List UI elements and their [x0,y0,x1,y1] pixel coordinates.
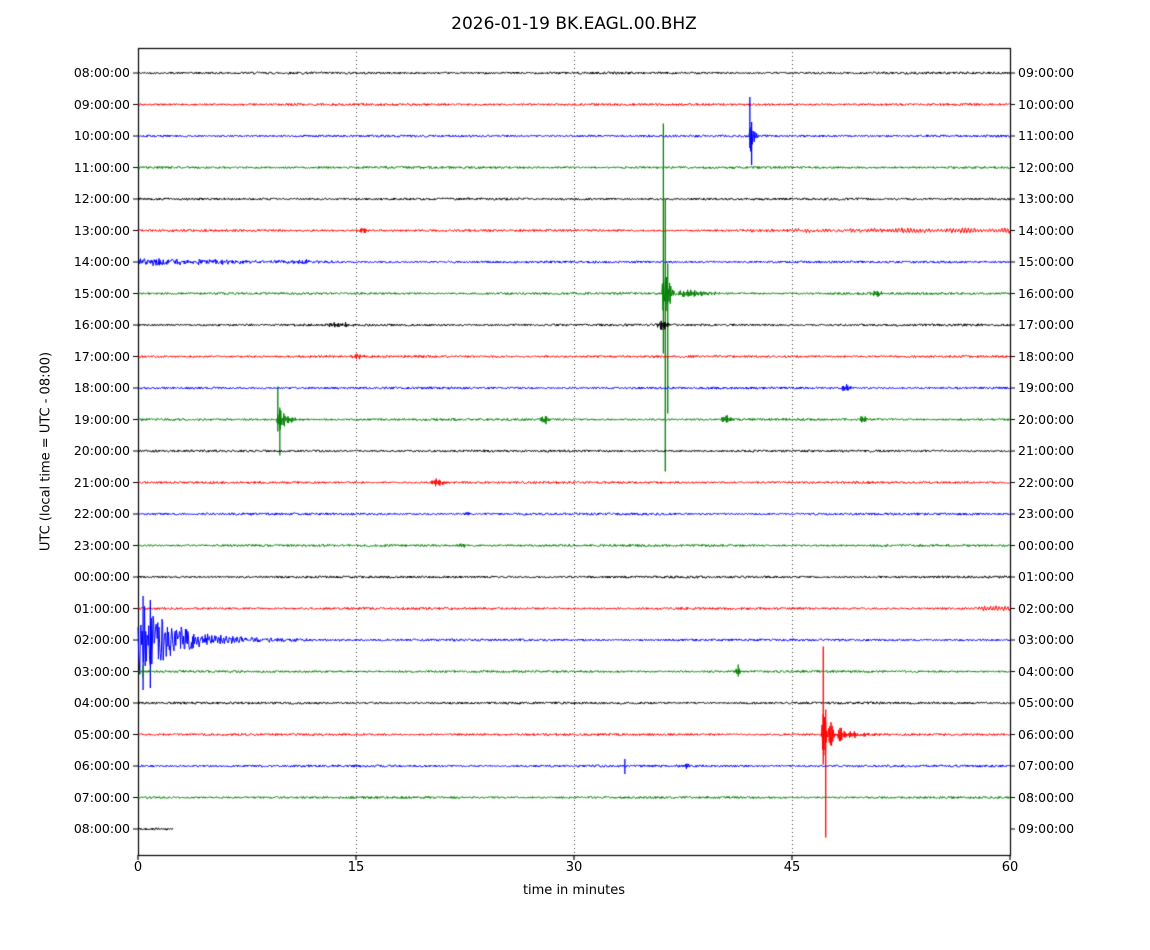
right-time-label: 07:00:00 [1018,758,1075,773]
x-axis-label: time in minutes [522,883,626,898]
right-time-label: 20:00:00 [1018,411,1075,427]
left-time-label: 19:00:00 [73,411,130,427]
right-time-label: 18:00:00 [1018,348,1075,364]
left-time-label: 00:00:00 [73,569,130,584]
right-time-label: 23:00:00 [1018,506,1075,521]
right-time-label: 21:00:00 [1018,443,1075,458]
left-time-label: 17:00:00 [73,348,130,364]
x-tick-label: 0 [133,860,143,875]
x-tick-label: 15 [347,860,365,875]
right-time-label: 05:00:00 [1018,695,1075,710]
left-time-label: 18:00:00 [73,380,130,395]
right-time-label: 09:00:00 [1018,65,1075,80]
left-time-label: 02:00:00 [73,632,130,647]
y-axis-label: UTC (local time = UTC - 08:00) [38,351,54,552]
right-time-label: 03:00:00 [1018,632,1075,647]
left-time-label: 07:00:00 [73,789,130,805]
right-time-label: 06:00:00 [1018,726,1075,742]
left-time-label: 08:00:00 [73,65,130,80]
left-time-label: 12:00:00 [73,191,130,206]
right-time-label: 15:00:00 [1018,254,1075,269]
left-time-label: 01:00:00 [73,600,130,616]
right-time-label: 16:00:00 [1018,285,1075,301]
right-time-label: 00:00:00 [1018,537,1075,553]
right-time-label: 14:00:00 [1018,222,1075,238]
right-time-label: 17:00:00 [1018,317,1075,332]
left-time-label: 21:00:00 [73,474,130,490]
left-time-label: 06:00:00 [73,758,130,773]
left-time-label: 05:00:00 [73,726,130,742]
left-time-label: 11:00:00 [73,159,130,175]
right-time-label: 04:00:00 [1018,663,1075,679]
right-time-label: 01:00:00 [1018,569,1075,584]
left-time-label: 10:00:00 [73,128,130,143]
left-time-label: 14:00:00 [73,254,130,269]
left-time-label: 15:00:00 [73,285,130,301]
right-time-label: 22:00:00 [1018,474,1075,490]
left-time-label: 20:00:00 [73,443,130,458]
left-time-label: 04:00:00 [73,695,130,710]
x-tick-label: 45 [783,860,801,875]
x-tick-label: 30 [565,860,583,875]
right-time-label: 08:00:00 [1018,789,1075,805]
right-time-label: 13:00:00 [1018,191,1075,206]
right-time-label: 12:00:00 [1018,159,1075,175]
left-time-label: 16:00:00 [73,317,130,332]
right-time-label: 11:00:00 [1018,128,1075,143]
figure-title: 2026-01-19 BK.EAGL.00.BHZ [451,14,697,34]
left-time-label: 23:00:00 [73,537,130,553]
right-time-label: 02:00:00 [1018,600,1075,616]
left-time-label: 13:00:00 [73,222,130,238]
right-time-label: 19:00:00 [1018,380,1075,395]
right-time-label: 10:00:00 [1018,96,1075,112]
left-time-label: 22:00:00 [73,506,130,521]
left-time-label: 09:00:00 [73,96,130,112]
left-time-label: 08:00:00 [73,821,130,836]
right-time-label: 09:00:00 [1018,821,1075,836]
left-time-label: 03:00:00 [73,663,130,679]
x-tick-label: 60 [1001,860,1019,875]
